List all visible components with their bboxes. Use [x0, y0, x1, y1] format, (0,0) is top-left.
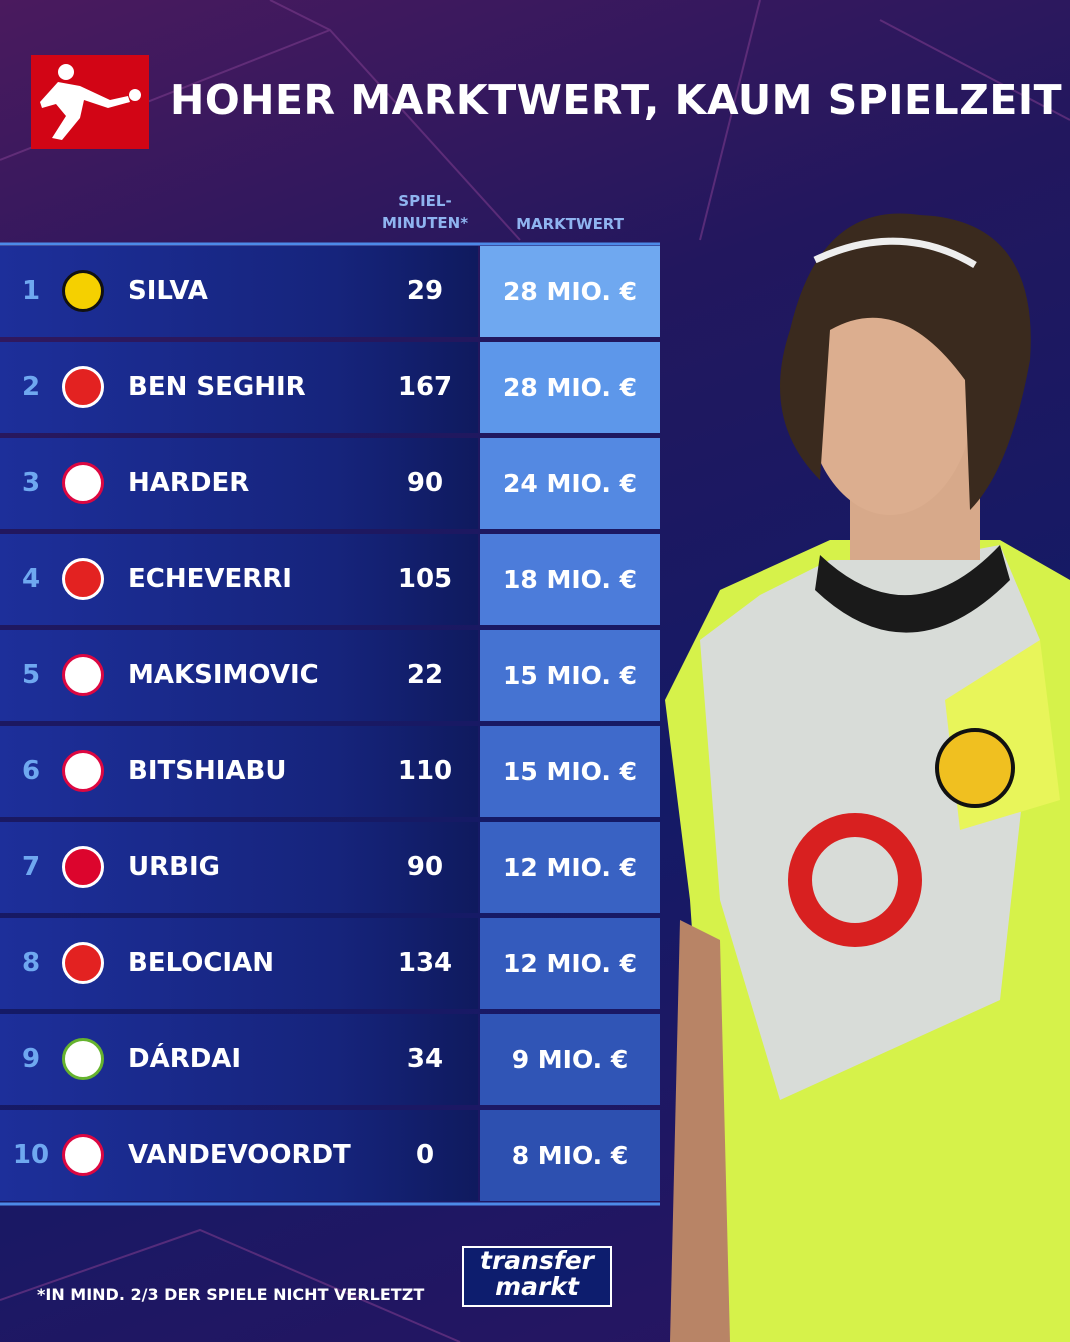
player-name: HARDER: [128, 468, 250, 498]
market-value: 12 MIO. €: [480, 822, 660, 913]
rank: 5: [21, 660, 41, 690]
rank: 4: [21, 564, 41, 594]
club-logo: [62, 942, 104, 984]
player-name: BELOCIAN: [128, 948, 274, 978]
player-name: SILVA: [128, 276, 208, 306]
player-name: DÁRDAI: [128, 1044, 242, 1074]
table-row: 1 SILVA 29 28 MIO. €: [0, 246, 660, 337]
club-logo: [62, 750, 104, 792]
table-row: 7 URBIG 90 12 MIO. €: [0, 822, 660, 913]
table-row: 2 BEN SEGHIR 167 28 MIO. €: [0, 342, 660, 433]
rank: 6: [21, 756, 41, 786]
rank: 2: [21, 372, 41, 402]
market-value: 9 MIO. €: [480, 1014, 660, 1105]
brand-logo: transfer markt: [462, 1246, 612, 1307]
club-logo: [62, 1038, 104, 1080]
club-logo: [62, 270, 104, 312]
column-header: SPIEL- MINUTEN*: [375, 190, 475, 234]
minutes: 90: [406, 468, 444, 498]
minutes: 105: [397, 564, 453, 594]
minutes: 167: [397, 372, 453, 402]
club-logo: [62, 654, 104, 696]
league-logo: [31, 55, 149, 149]
player-name: ECHEVERRI: [128, 564, 292, 594]
club-logo: [62, 1134, 104, 1176]
club-logo: [62, 366, 104, 408]
player-name: BEN SEGHIR: [128, 372, 306, 402]
table-row: 5 MAKSIMOVIC 22 15 MIO. €: [0, 630, 660, 721]
minutes: 134: [397, 948, 453, 978]
column-header-line: SPIEL-: [398, 192, 452, 210]
market-value: 15 MIO. €: [480, 726, 660, 817]
title: HOHER MARKTWERT, KAUM SPIELZEIT: [170, 76, 1063, 124]
table-row: 10 VANDEVOORDT 0 8 MIO. €: [0, 1110, 660, 1201]
rank: 1: [21, 276, 41, 306]
rank: 3: [21, 468, 41, 498]
player-illustration: [665, 213, 1070, 1342]
column-header: MARKTWERT: [516, 215, 624, 233]
minutes: 29: [406, 276, 444, 306]
minutes: 34: [406, 1044, 444, 1074]
player-name: VANDEVOORDT: [128, 1140, 351, 1170]
rank: 10: [12, 1140, 50, 1170]
market-value: 24 MIO. €: [480, 438, 660, 529]
column-header-line: MINUTEN*: [381, 214, 469, 232]
table-row: 9 DÁRDAI 34 9 MIO. €: [0, 1014, 660, 1105]
market-value: 12 MIO. €: [480, 918, 660, 1009]
minutes: 90: [406, 852, 444, 882]
rank: 8: [21, 948, 41, 978]
footnote: *IN MIND. 2/3 DER SPIELE NICHT VERLETZT: [37, 1285, 425, 1304]
minutes: 22: [406, 660, 444, 690]
table-row: 4 ECHEVERRI 105 18 MIO. €: [0, 534, 660, 625]
table-row: 8 BELOCIAN 134 12 MIO. €: [0, 918, 660, 1009]
table-row: 6 BITSHIABU 110 15 MIO. €: [0, 726, 660, 817]
player-name: BITSHIABU: [128, 756, 287, 786]
rank: 7: [21, 852, 41, 882]
brand-text: markt: [495, 1272, 579, 1301]
market-value: 8 MIO. €: [480, 1110, 660, 1201]
rank: 9: [21, 1044, 41, 1074]
player-name: MAKSIMOVIC: [128, 660, 319, 690]
brand-text: transfer: [480, 1246, 594, 1275]
market-value: 18 MIO. €: [480, 534, 660, 625]
market-value: 15 MIO. €: [480, 630, 660, 721]
market-value: 28 MIO. €: [480, 246, 660, 337]
player-name: URBIG: [128, 852, 220, 882]
club-logo: [62, 558, 104, 600]
club-logo: [62, 846, 104, 888]
minutes: 0: [415, 1140, 435, 1170]
market-value: 28 MIO. €: [480, 342, 660, 433]
minutes: 110: [397, 756, 453, 786]
table-row: 3 HARDER 90 24 MIO. €: [0, 438, 660, 529]
club-logo: [62, 462, 104, 504]
